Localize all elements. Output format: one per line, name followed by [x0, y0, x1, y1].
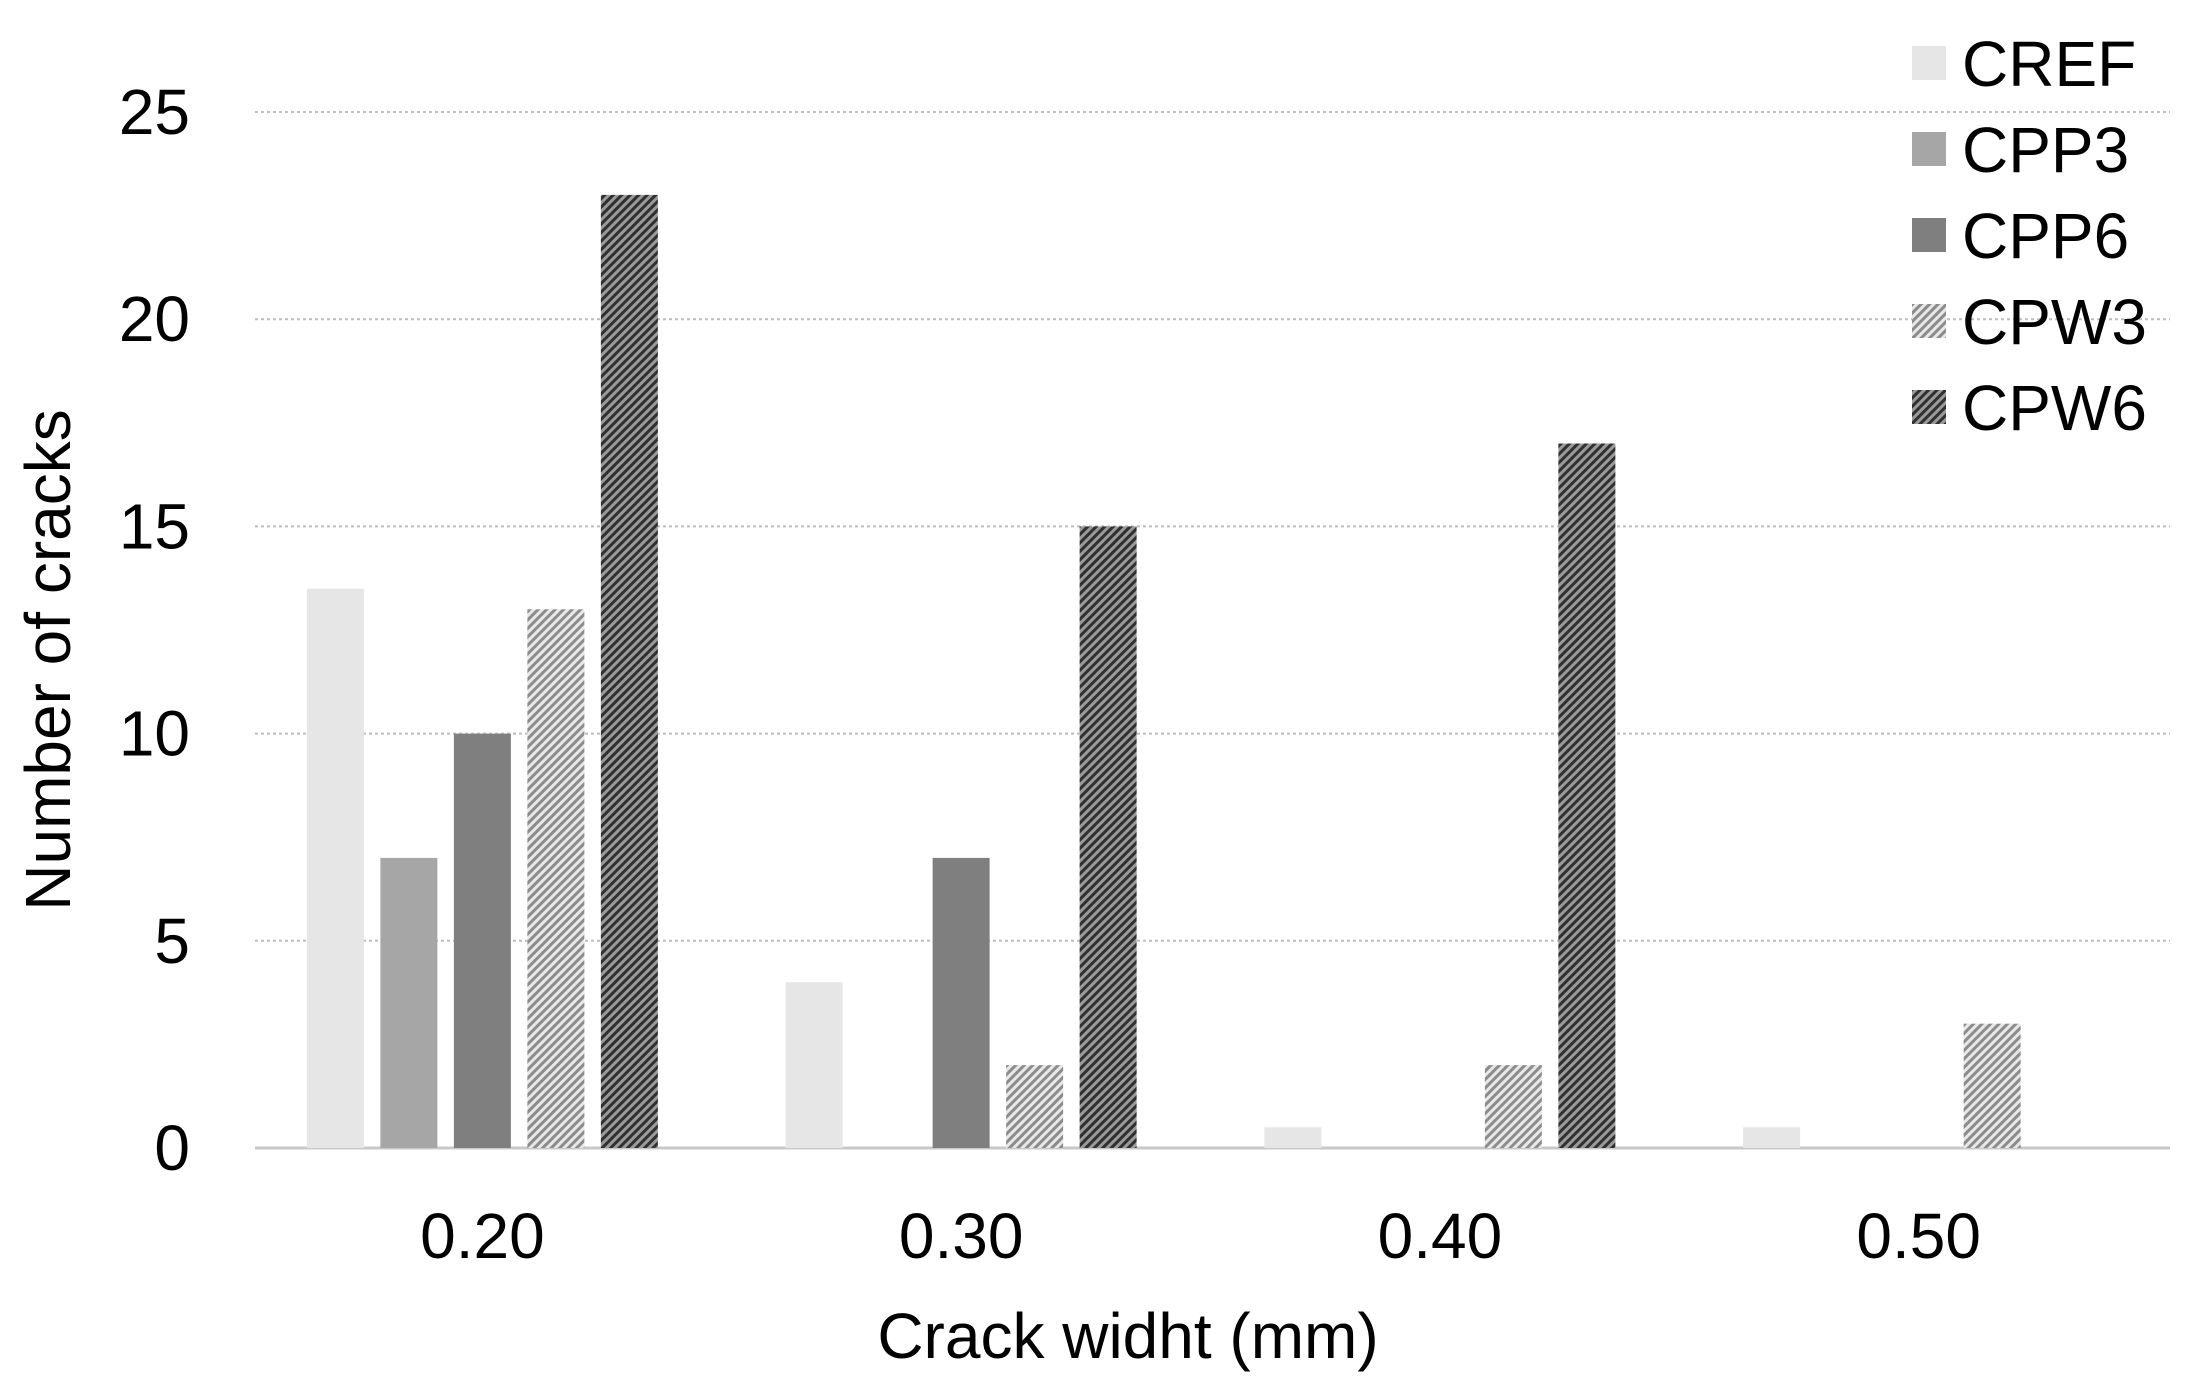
x-tick-label: 0.50 [1856, 1200, 1981, 1272]
y-tick-label: 10 [119, 698, 190, 770]
y-tick-label: 20 [119, 283, 190, 355]
y-tick-labels: 0 5 10 15 20 25 [119, 76, 190, 1184]
bar-cpw3-0_50 [1963, 1023, 2021, 1148]
bar-cpw3-0_30 [1006, 1065, 1064, 1148]
legend-label-cref: CREF [1962, 28, 2136, 100]
legend: CREF CPP3 CPP6 CPW3 CPW6 [1912, 28, 2147, 444]
y-tick-label: 15 [119, 490, 190, 562]
y-tick-label: 0 [154, 1112, 190, 1184]
y-tick-label: 25 [119, 76, 190, 148]
bar-cpp6-0_20 [453, 733, 511, 1148]
x-tick-label: 0.40 [1378, 1200, 1503, 1272]
legend-swatch-cref [1912, 46, 1946, 80]
bar-cpp6-0_30 [932, 857, 990, 1148]
legend-label-cpw3: CPW3 [1962, 286, 2147, 358]
legend-label-cpp6: CPP6 [1962, 200, 2129, 272]
x-tick-labels: 0.20 0.30 0.40 0.50 [420, 1200, 1981, 1272]
bar-cpp3-0_20 [380, 857, 438, 1148]
x-tick-label: 0.30 [899, 1200, 1024, 1272]
bar-cpw6-0_30 [1079, 526, 1137, 1148]
legend-swatch-cpp3 [1912, 132, 1946, 166]
bar-cref-0_30 [785, 982, 843, 1148]
bar-cref-0_20 [306, 588, 364, 1148]
bar-cpw3-0_40 [1484, 1065, 1542, 1148]
bars [306, 194, 2021, 1148]
x-axis-title: Crack widht (mm) [877, 1300, 1378, 1372]
legend-swatch-cpw6 [1912, 390, 1946, 424]
x-tick-label: 0.20 [420, 1200, 545, 1272]
bar-cpw3-0_20 [527, 609, 585, 1148]
legend-label-cpp3: CPP3 [1962, 114, 2129, 186]
bar-cref-0_40 [1264, 1127, 1322, 1148]
bar-cpw6-0_40 [1558, 443, 1616, 1148]
legend-swatch-cpp6 [1912, 218, 1946, 252]
bar-cref-0_50 [1743, 1127, 1801, 1148]
y-axis-title: Number of cracks [12, 409, 84, 910]
legend-swatch-cpw3 [1912, 304, 1946, 338]
y-tick-label: 5 [154, 905, 190, 977]
legend-label-cpw6: CPW6 [1962, 372, 2147, 444]
bar-cpw6-0_20 [600, 194, 658, 1148]
